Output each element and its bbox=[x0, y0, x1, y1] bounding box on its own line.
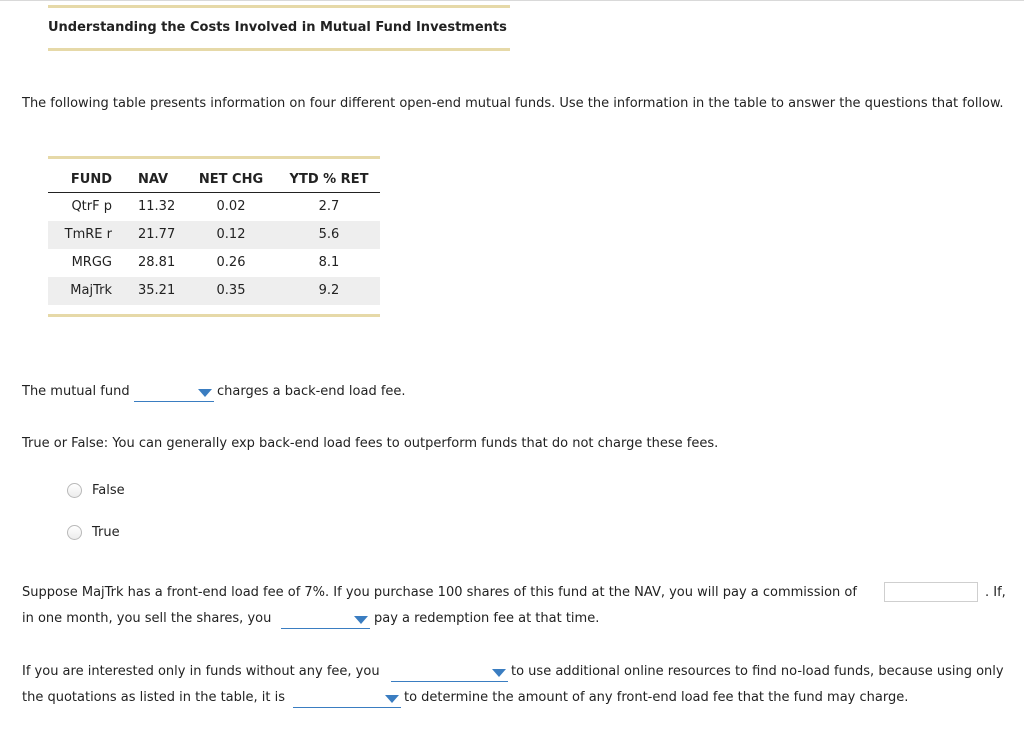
q3-redemption-dropdown[interactable] bbox=[281, 612, 370, 629]
fund-cell: TmRE r bbox=[64, 227, 112, 242]
q4-possibility-dropdown[interactable] bbox=[293, 691, 401, 708]
radio-false[interactable] bbox=[67, 483, 82, 498]
net-chg-cell: 0.02 bbox=[216, 199, 246, 214]
nav-cell: 35.21 bbox=[138, 283, 176, 298]
top-divider bbox=[0, 0, 1024, 1]
dropdown-arrow-icon bbox=[385, 695, 399, 703]
col-header-net-chg: NET CHG bbox=[198, 172, 264, 187]
q1-text-before: The mutual fund bbox=[22, 384, 130, 399]
radio-true[interactable] bbox=[67, 525, 82, 540]
ytd-ret-cell: 9.2 bbox=[318, 283, 340, 298]
q3-line1-text: Suppose MajTrk has a front-end load fee … bbox=[22, 585, 857, 600]
q3-line2-text: in one month, you sell the shares, you bbox=[22, 611, 272, 626]
nav-cell: 21.77 bbox=[138, 227, 176, 242]
table-bottom-bar bbox=[48, 314, 380, 317]
q4-line2-text: the quotations as listed in the table, i… bbox=[22, 690, 285, 705]
table-row: MajTrk 35.21 0.35 9.2 bbox=[48, 277, 380, 305]
fund-cell: MRGG bbox=[71, 255, 112, 270]
table-header-row: FUND NAV NET CHG YTD % RET bbox=[48, 170, 380, 193]
net-chg-cell: 0.26 bbox=[216, 255, 246, 270]
ytd-ret-cell: 5.6 bbox=[318, 227, 340, 242]
q2-prompt: True or False: You can generally exp bac… bbox=[22, 436, 719, 451]
nav-cell: 11.32 bbox=[138, 199, 176, 214]
dropdown-arrow-icon bbox=[198, 389, 212, 397]
dropdown-arrow-icon bbox=[354, 616, 368, 624]
q3-line2-after: pay a redemption fee at that time. bbox=[374, 611, 600, 626]
page-title: Understanding the Costs Involved in Mutu… bbox=[48, 20, 507, 35]
radio-true-label: True bbox=[92, 525, 120, 540]
q1-text-after: charges a back-end load fee. bbox=[217, 384, 406, 399]
section-header: Understanding the Costs Involved in Mutu… bbox=[48, 5, 510, 52]
q4-line1-text: If you are interested only in funds with… bbox=[22, 664, 380, 679]
commission-input[interactable] bbox=[884, 582, 978, 602]
q4-line1-after: to use additional online resources to fi… bbox=[511, 664, 1004, 679]
nav-cell: 28.81 bbox=[138, 255, 176, 270]
fund-cell: MajTrk bbox=[70, 283, 112, 298]
radio-false-label: False bbox=[92, 483, 125, 498]
q1-fund-dropdown[interactable] bbox=[134, 385, 214, 402]
col-header-fund: FUND bbox=[70, 172, 112, 187]
table-row: MRGG 28.81 0.26 8.1 bbox=[48, 249, 380, 277]
col-header-nav: NAV bbox=[138, 172, 169, 187]
fund-cell: QtrF p bbox=[71, 199, 112, 214]
q4-line2-after: to determine the amount of any front-end… bbox=[404, 690, 909, 705]
table-row: QtrF p 11.32 0.02 2.7 bbox=[48, 193, 380, 221]
intro-text: The following table presents information… bbox=[22, 96, 1004, 111]
header-bottom-bar bbox=[48, 48, 510, 51]
table-row: TmRE r 21.77 0.12 5.6 bbox=[48, 221, 380, 249]
dropdown-arrow-icon bbox=[492, 669, 506, 677]
ytd-ret-cell: 8.1 bbox=[318, 255, 340, 270]
net-chg-cell: 0.35 bbox=[216, 283, 246, 298]
q3-line1-after: . If, bbox=[985, 585, 1006, 600]
header-top-bar bbox=[48, 5, 510, 8]
col-header-ytd-ret: YTD % RET bbox=[289, 172, 369, 187]
q4-need-dropdown[interactable] bbox=[391, 665, 508, 682]
table-top-bar bbox=[48, 156, 380, 159]
net-chg-cell: 0.12 bbox=[216, 227, 246, 242]
ytd-ret-cell: 2.7 bbox=[318, 199, 340, 214]
